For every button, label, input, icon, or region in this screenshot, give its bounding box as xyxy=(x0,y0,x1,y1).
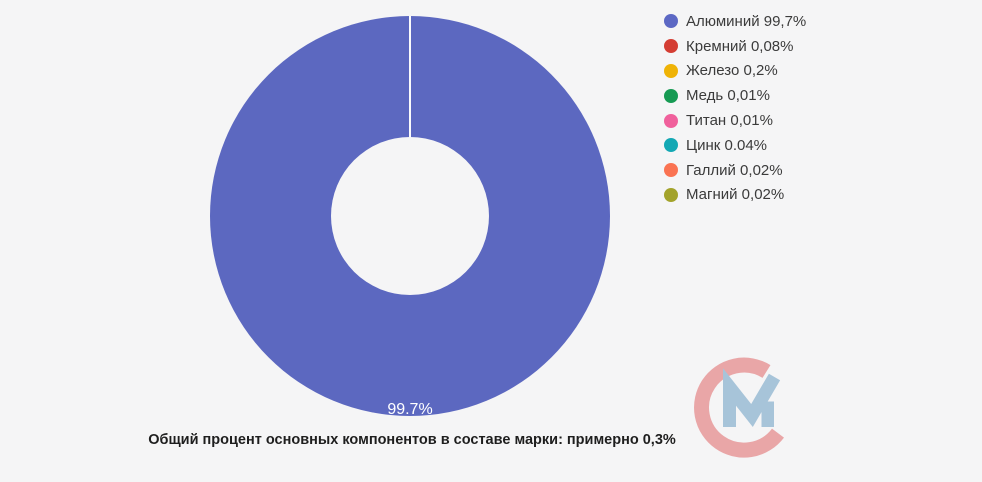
legend-item[interactable]: Цинк 0.04% xyxy=(664,133,806,158)
legend-swatch-icon xyxy=(664,138,678,153)
legend-item[interactable]: Титан 0,01% xyxy=(664,108,806,133)
legend-swatch-icon xyxy=(664,14,678,29)
legend-item[interactable]: Железо 0,2% xyxy=(664,59,806,84)
doughnut-chart[interactable]: 99.7% xyxy=(210,16,610,418)
legend-swatch-icon xyxy=(664,163,678,178)
legend-item-label: Цинк 0.04% xyxy=(686,136,768,154)
legend-item-label: Кремний 0,08% xyxy=(686,37,794,55)
watermark-logo xyxy=(694,357,784,458)
legend-swatch-icon xyxy=(664,187,678,202)
slice-separator xyxy=(409,16,411,138)
doughnut-hole xyxy=(331,137,489,295)
legend-item[interactable]: Алюминий 99,7% xyxy=(664,9,806,34)
chart-legend: Алюминий 99,7% Кремний 0,08% Железо 0,2% Ме… xyxy=(664,9,806,207)
legend-item-label: Магний 0,02% xyxy=(686,186,785,204)
logo-letter-c xyxy=(694,357,784,458)
legend-item[interactable]: Магний 0,02% xyxy=(664,183,806,208)
legend-item-label: Алюминий 99,7% xyxy=(686,12,807,30)
legend-item[interactable]: Кремний 0,08% xyxy=(664,34,806,59)
logo-letter-m xyxy=(723,368,781,428)
legend-item[interactable]: Галлий 0,02% xyxy=(664,158,806,183)
legend-item-label: Медь 0,01% xyxy=(686,87,770,105)
legend-swatch-icon xyxy=(664,63,678,78)
slice-value-label: 99.7% xyxy=(387,401,433,418)
legend-swatch-icon xyxy=(664,88,678,103)
legend-item-label: Галлий 0,02% xyxy=(686,161,783,179)
legend-item[interactable]: Медь 0,01% xyxy=(664,83,806,108)
logo-letter-m-right-bar xyxy=(761,401,774,427)
chart-caption: Общий процент основных компонентов в сос… xyxy=(148,432,676,448)
legend-item-label: Титан 0,01% xyxy=(686,112,773,130)
legend-swatch-icon xyxy=(664,39,678,54)
legend-item-label: Железо 0,2% xyxy=(686,62,778,80)
legend-swatch-icon xyxy=(664,113,678,128)
